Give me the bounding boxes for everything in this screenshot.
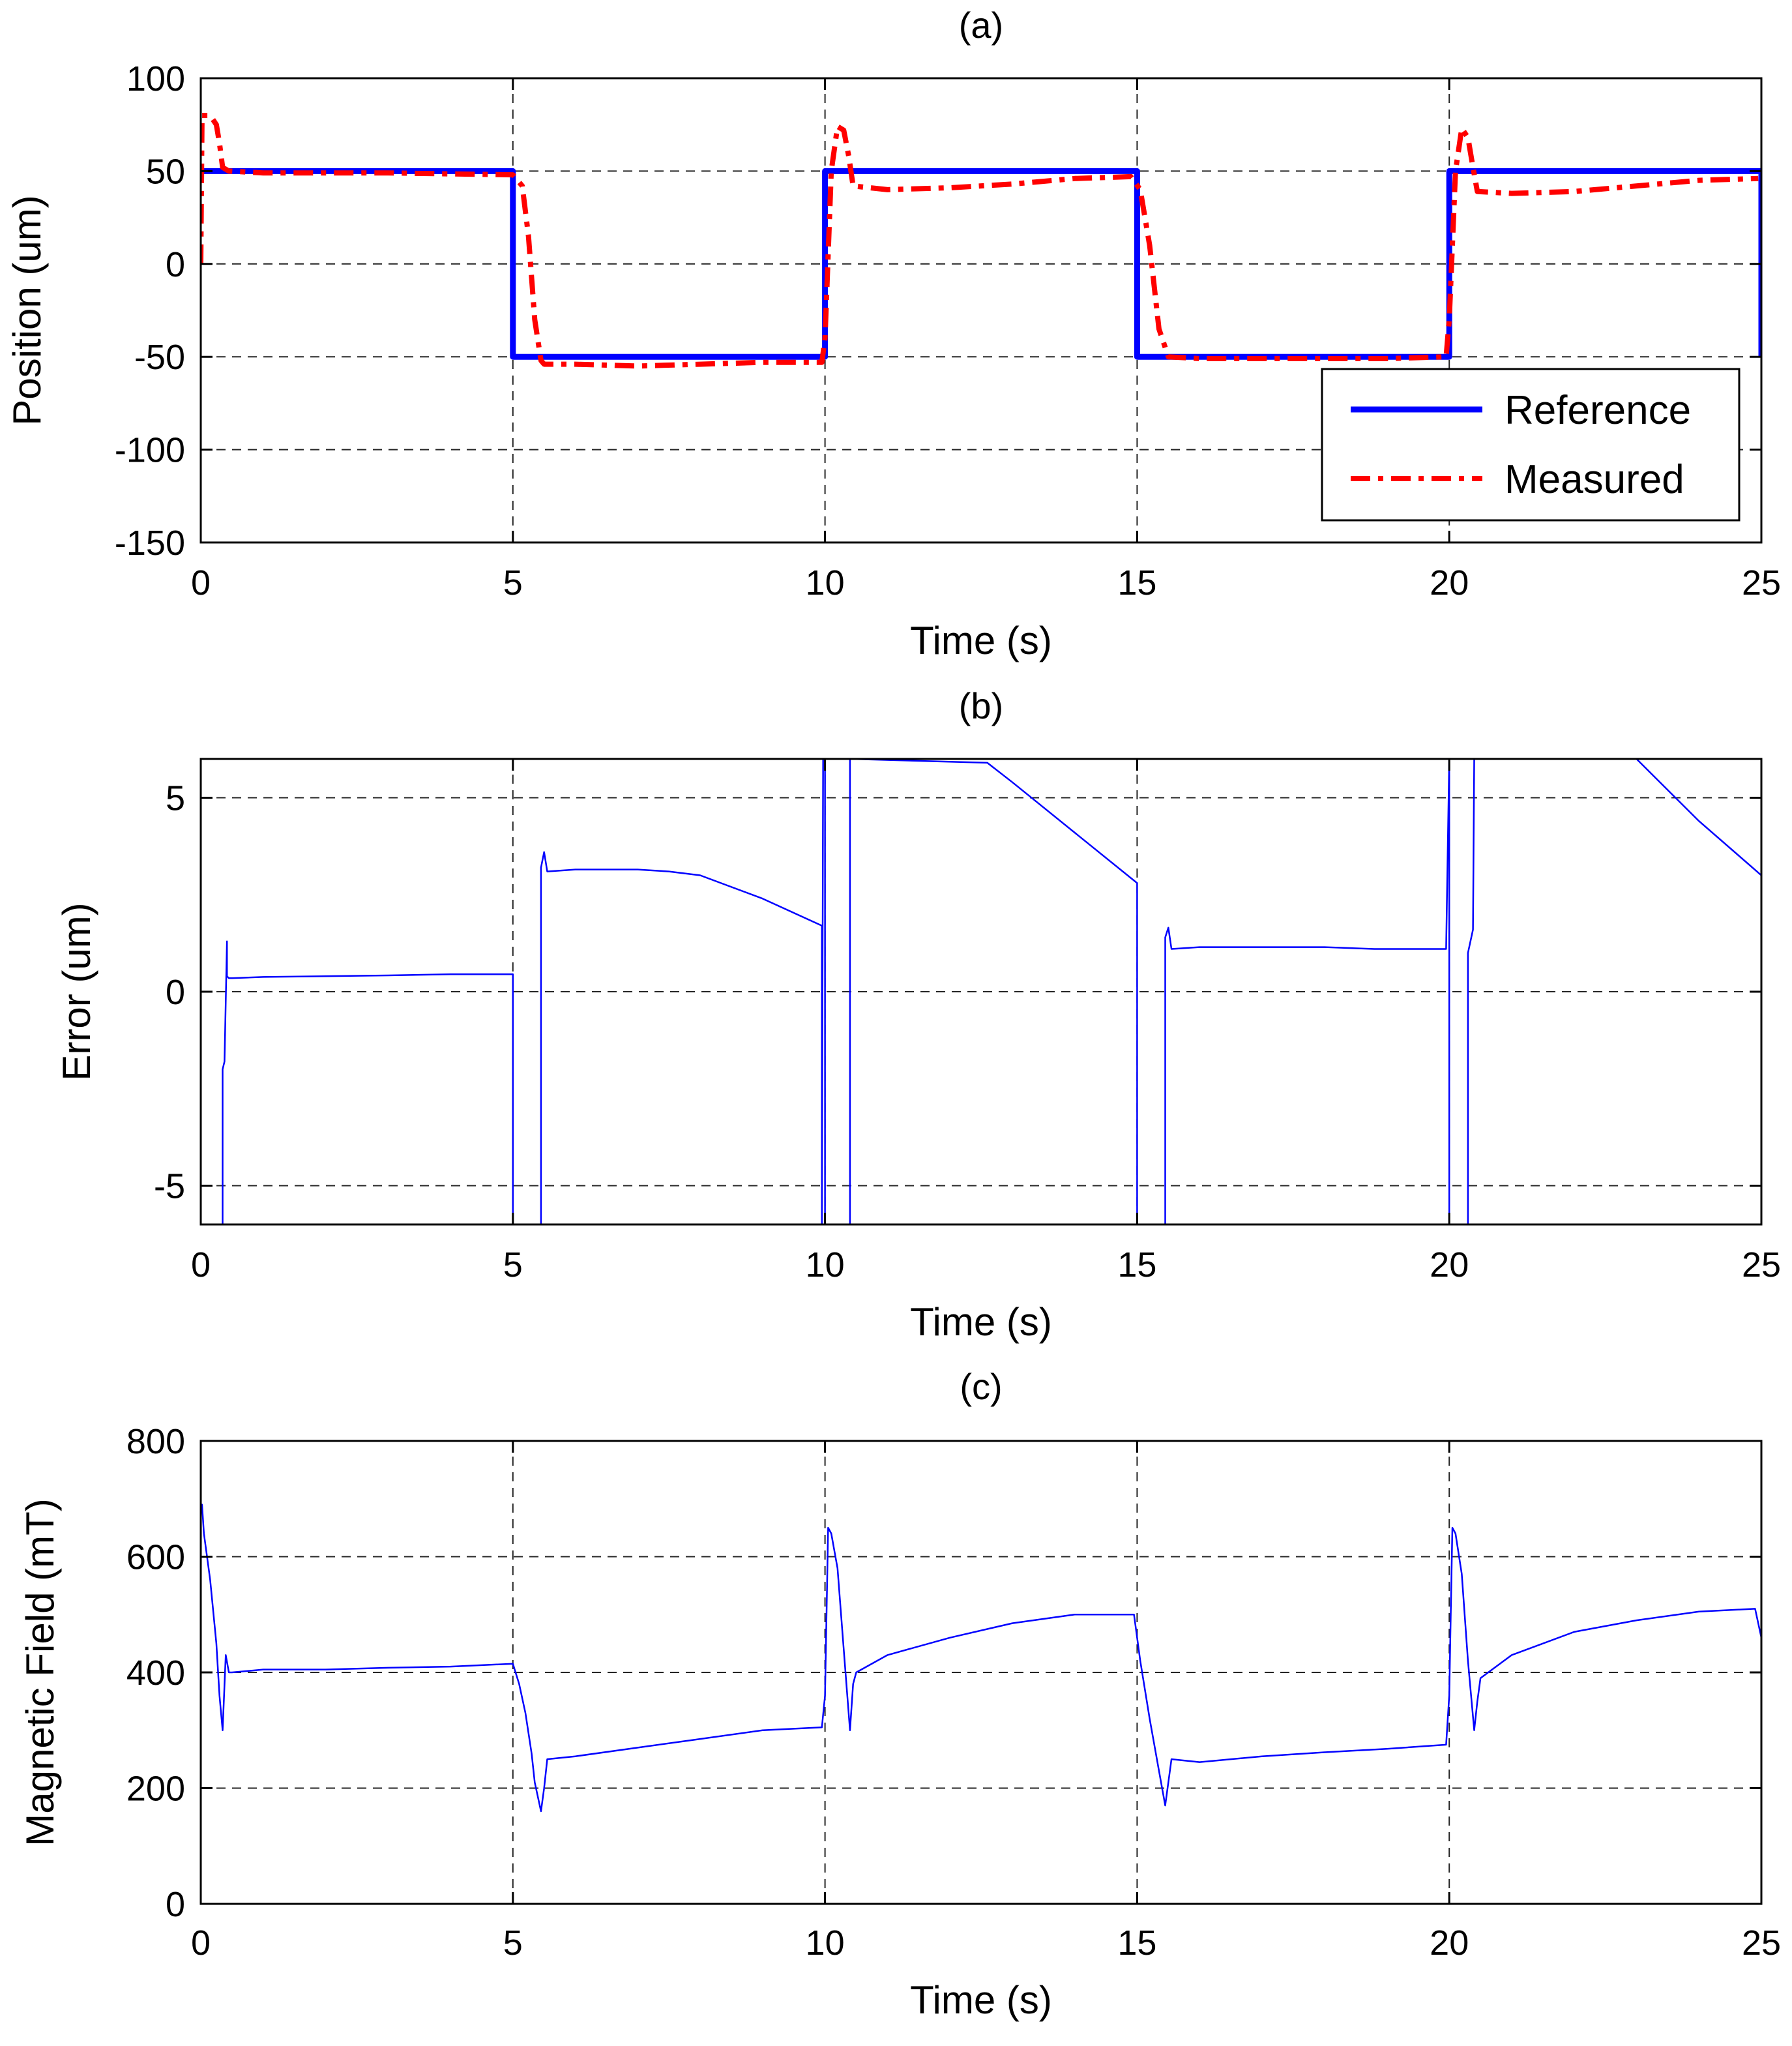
x-axis-label: Time (s): [910, 1300, 1052, 1344]
plot-area: [201, 1441, 1761, 1904]
y-tick-label: -5: [154, 1167, 185, 1206]
y-tick-label: 5: [166, 779, 185, 818]
x-tick-label: 10: [806, 1245, 845, 1284]
x-tick-label: 0: [191, 1245, 211, 1284]
plot-frame: [199, 77, 1763, 544]
panel-title: (a): [959, 5, 1003, 46]
series-line-reference: [201, 168, 1761, 360]
y-tick-label: 0: [166, 245, 185, 284]
legend-box: [1321, 368, 1741, 522]
y-tick-label: 600: [126, 1538, 185, 1577]
x-tick-label: 10: [806, 1923, 845, 1963]
legend: Reference Measured: [1321, 368, 1741, 522]
y-tick-label: -50: [134, 338, 185, 377]
x-tick-label: 20: [1430, 563, 1469, 602]
y-tick-label: -150: [115, 524, 185, 563]
x-tick-label: 0: [191, 563, 211, 602]
y-axis-label: Position (um): [5, 195, 49, 425]
y-axis-label: Error (um): [55, 902, 98, 1080]
series-line-error: [222, 759, 1761, 1224]
x-tick-label: 25: [1742, 563, 1781, 602]
x-tick-label: 5: [503, 1245, 523, 1284]
series-group: [201, 113, 1761, 369]
y-tick-label: -100: [115, 431, 185, 470]
x-tick-label: 15: [1117, 1245, 1156, 1284]
panel-a-position: 0 5 10 15 20 25 100 50 0 -50 -100 -150 (a) Time (s) Po…: [5, 5, 1781, 662]
y-tick-label: 800: [126, 1422, 185, 1461]
legend-label-measured: Measured: [1505, 457, 1684, 502]
x-tick-label: 15: [1117, 563, 1156, 602]
y-tick-label: 0: [166, 973, 185, 1012]
x-tick-label: 5: [503, 1923, 523, 1963]
x-tick-label: 20: [1430, 1245, 1469, 1284]
x-tick-label: 25: [1742, 1923, 1781, 1963]
plot-area: [201, 759, 1761, 1224]
y-axis-label: Magnetic Field (mT): [18, 1498, 62, 1846]
y-tick-label: 0: [166, 1885, 185, 1924]
series-group: [222, 759, 1761, 1224]
x-tick-label: 15: [1117, 1923, 1156, 1963]
legend-label-reference: Reference: [1505, 388, 1691, 433]
panel-c-magnetic-field: 0 5 10 15 20 25 800 600 400 200 0 (c) Time (s) Magnet…: [18, 1366, 1781, 2022]
y-tick-label: 200: [126, 1770, 185, 1809]
x-axis-label: Time (s): [910, 1978, 1052, 2022]
x-tick-label: 20: [1430, 1923, 1469, 1963]
x-axis-label: Time (s): [910, 619, 1052, 662]
x-tick-label: 5: [503, 563, 523, 602]
panel-title: (c): [960, 1366, 1002, 1407]
y-tick-label: 400: [126, 1653, 185, 1693]
x-tick-label: 25: [1742, 1245, 1781, 1284]
y-tick-label: 100: [126, 59, 185, 98]
series-line-measured: [201, 113, 1759, 369]
series-line-magnetic-field: [201, 1504, 1761, 1813]
series-group: [201, 1504, 1761, 1813]
x-tick-label: 0: [191, 1923, 211, 1963]
panel-title: (b): [959, 685, 1003, 726]
y-tick-label: 50: [146, 152, 185, 191]
x-tick-label: 10: [806, 563, 845, 602]
